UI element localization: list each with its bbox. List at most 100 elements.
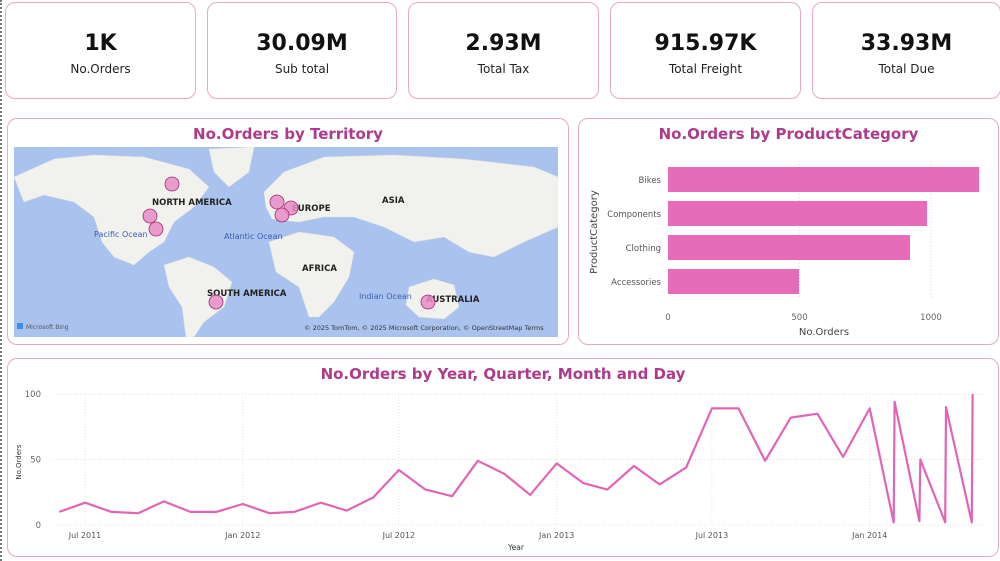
- label-pacific: Pacific Ocean: [94, 230, 148, 239]
- map-title: No.Orders by Territory: [193, 125, 383, 143]
- line-x-axis-title: Year: [507, 543, 525, 552]
- line-point[interactable]: [684, 465, 689, 470]
- line-y-tick: 50: [30, 456, 41, 466]
- line-point[interactable]: [736, 406, 741, 411]
- bar-category-label: Bikes: [639, 176, 662, 186]
- line-point[interactable]: [581, 481, 586, 486]
- line-point[interactable]: [917, 519, 922, 524]
- kpi-value: 1K: [84, 31, 117, 56]
- line-point[interactable]: [788, 415, 793, 420]
- line-point[interactable]: [867, 406, 872, 411]
- line-point[interactable]: [292, 509, 297, 514]
- bar-bikes[interactable]: [668, 167, 980, 192]
- line-point[interactable]: [318, 500, 323, 505]
- line-point[interactable]: [815, 411, 820, 416]
- line-point[interactable]: [502, 471, 507, 476]
- kpi-label: Total Freight: [668, 62, 743, 76]
- bar-category-label: Accessories: [611, 278, 661, 288]
- land-south-america: [163, 256, 233, 337]
- line-point[interactable]: [892, 399, 897, 404]
- kpi-card-due[interactable]: 33.93M Total Due: [812, 2, 1000, 99]
- bar-chart-panel[interactable]: No.Orders by ProductCategory ProductCate…: [578, 118, 999, 345]
- bubble-canada: [164, 176, 180, 192]
- kpi-value: 2.93M: [465, 31, 542, 56]
- line-point[interactable]: [969, 520, 974, 525]
- land-north-america: [14, 154, 210, 266]
- bar-x-tick: 1000: [920, 313, 942, 323]
- line-point[interactable]: [371, 495, 376, 500]
- line-x-tick: Jul 2012: [382, 531, 416, 540]
- kpi-card-tax[interactable]: 2.93M Total Tax: [408, 2, 599, 99]
- bar-y-axis-title: ProductCategory: [589, 190, 600, 274]
- bar-chart-title: No.Orders by ProductCategory: [658, 125, 919, 143]
- line-x-tick: Jan 2012: [224, 531, 260, 540]
- line-point[interactable]: [450, 494, 455, 499]
- line-point[interactable]: [57, 509, 62, 514]
- label-atlantic: Atlantic Ocean: [224, 232, 283, 241]
- kpi-card-orders[interactable]: 1K No.Orders: [5, 2, 196, 99]
- bar-category-label: Clothing: [626, 244, 661, 254]
- bar-clothing[interactable]: [668, 235, 910, 260]
- territory-map[interactable]: NORTH AMERICA EUROPE ASIA AFRICA SOUTH A…: [14, 147, 558, 337]
- line-point[interactable]: [944, 405, 949, 410]
- bubble-southwest: [148, 221, 164, 237]
- line-point[interactable]: [763, 458, 768, 463]
- label-north-america: NORTH AMERICA: [152, 198, 232, 208]
- bubble-northwest: [142, 208, 158, 224]
- line-point[interactable]: [657, 482, 662, 487]
- line-x-tick: Jan 2013: [538, 531, 574, 540]
- line-point[interactable]: [396, 467, 401, 472]
- bubble-brazil: [208, 294, 224, 310]
- line-point[interactable]: [528, 492, 533, 497]
- line-point[interactable]: [891, 520, 896, 525]
- land-europe-asia: [263, 154, 558, 258]
- line-point[interactable]: [136, 511, 141, 516]
- line-point[interactable]: [970, 392, 975, 397]
- line-point[interactable]: [109, 509, 114, 514]
- line-chart-title: No.Orders by Year, Quarter, Month and Da…: [320, 365, 686, 383]
- map-panel[interactable]: No.Orders by Territory NORTH AMERICA EUR…: [7, 118, 569, 345]
- map-attribution[interactable]: © 2025 TomTom, © 2025 Microsoft Corporat…: [304, 324, 544, 332]
- line-series[interactable]: [58, 393, 974, 524]
- line-point[interactable]: [709, 406, 714, 411]
- label-europe: EUROPE: [292, 204, 331, 214]
- line-chart: No.Orders Year 0 50 100 Jul 2011 Jan 2012 Jul…: [15, 390, 983, 552]
- line-point[interactable]: [240, 502, 245, 507]
- bar-category-label: Components: [607, 210, 661, 220]
- bar-x-axis-title: No.Orders: [799, 327, 849, 338]
- label-australia: AUSTRALIA: [426, 295, 480, 305]
- line-point[interactable]: [841, 454, 846, 459]
- line-point[interactable]: [83, 500, 88, 505]
- kpi-value: 33.93M: [860, 31, 953, 56]
- bar-accessories[interactable]: [668, 269, 799, 294]
- bar-chart: ProductCategory No.Orders 0 500 1000 Bikes C…: [589, 161, 980, 338]
- bubble-uk: [269, 194, 285, 210]
- line-point[interactable]: [943, 520, 948, 525]
- line-point[interactable]: [631, 464, 636, 469]
- bar-components[interactable]: [668, 201, 928, 226]
- line-point[interactable]: [475, 458, 480, 463]
- line-point[interactable]: [605, 487, 610, 492]
- label-indian: Indian Ocean: [359, 292, 412, 301]
- line-point[interactable]: [554, 461, 559, 466]
- bar-x-tick: 500: [791, 313, 807, 323]
- line-point[interactable]: [161, 499, 166, 504]
- line-x-tick: Jul 2013: [695, 531, 729, 540]
- label-asia: ASIA: [382, 196, 405, 206]
- bar-x-tick: 0: [665, 313, 670, 323]
- line-point[interactable]: [344, 508, 349, 513]
- kpi-card-freight[interactable]: 915.97K Total Freight: [610, 2, 801, 99]
- line-point[interactable]: [918, 457, 923, 462]
- kpi-label: Total Tax: [477, 62, 530, 76]
- bubble-france: [274, 207, 290, 223]
- line-x-tick: Jul 2011: [68, 531, 102, 540]
- line-point[interactable]: [214, 509, 219, 514]
- line-point[interactable]: [188, 509, 193, 514]
- line-y-tick: 0: [36, 521, 41, 531]
- kpi-value: 915.97K: [654, 31, 757, 56]
- line-chart-panel[interactable]: No.Orders by Year, Quarter, Month and Da…: [7, 358, 999, 557]
- line-point[interactable]: [423, 487, 428, 492]
- line-point[interactable]: [267, 511, 272, 516]
- line-y-axis-title: No.Orders: [15, 444, 23, 480]
- kpi-card-subtotal[interactable]: 30.09M Sub total: [207, 2, 397, 99]
